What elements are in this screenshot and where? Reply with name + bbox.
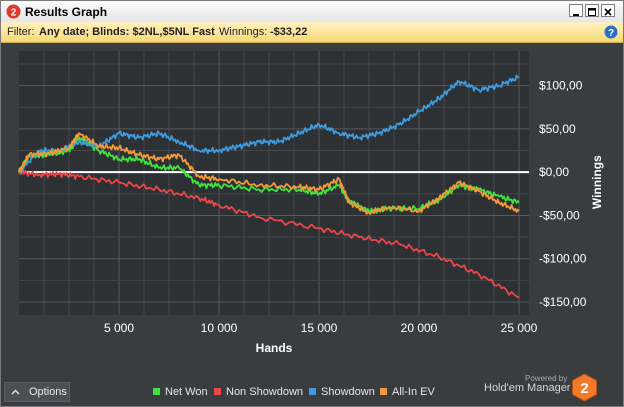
x-tick-label: 20 000 [401,321,438,335]
legend-label: All-In EV [392,386,435,398]
chevron-up-icon [11,389,20,395]
legend-swatch [309,388,316,395]
minimize-button[interactable] [569,4,583,17]
y-tick-label: -$50,00 [539,208,580,222]
y-tick-label: $50,00 [539,122,576,136]
legend-swatch [214,388,221,395]
y-tick-label: $0,00 [539,165,569,179]
filter-text: Any date; Blinds: $2NL,$5NL Fast [39,26,215,38]
x-tick-label: 25 000 [501,321,538,335]
legend-label: Non Showdown [226,386,304,398]
axis-ticks: 5 000 10 000 15 000 20 000 25 000 $100,00 $50,… [104,79,587,335]
series-line-all-in-ev [18,132,520,215]
legend-net-won[interactable]: Net Won [153,386,208,398]
x-axis-label: Hands [256,341,293,355]
y-tick-label: -$150,00 [539,295,587,309]
hem-2-logo-icon: 2 [572,373,597,402]
filter-prefix: Filter: [7,26,35,38]
app-icon-digit: 2 [11,8,17,19]
maximize-button[interactable] [585,4,599,17]
results-chart[interactable]: 5 000 10 000 15 000 20 000 25 000 $100,00 $50,… [1,43,623,378]
series-lines [18,74,520,299]
minimize-icon [573,14,579,16]
title-bar[interactable]: 2 Results Graph [1,1,623,23]
svg-text:?: ? [608,28,614,39]
y-tick-label: $100,00 [539,79,583,93]
legend-label: Net Won [165,386,208,398]
filter-bar: Filter: Any date; Blinds: $2NL,$5NL Fast… [1,22,623,43]
options-label: Options [29,386,67,398]
legend-swatch [380,388,387,395]
series-line-non-showdown [18,169,520,299]
maximize-icon [588,8,596,16]
winnings-value: -$33,22 [270,26,308,38]
powered-by-text: Powered by [525,374,568,383]
x-tick-label: 10 000 [201,321,238,335]
options-button[interactable]: Options [4,382,70,402]
legend-swatch [153,388,160,395]
series-line-net-won [18,135,520,214]
help-icon[interactable]: ? [604,25,618,39]
hem-2-logo-icon: 2 [6,4,21,19]
y-axis-label: Winnings [590,155,604,209]
legend-showdown[interactable]: Showdown [309,386,375,398]
legend-non-showdown[interactable]: Non Showdown [214,386,303,398]
x-tick-label: 5 000 [104,321,134,335]
close-icon [604,8,612,16]
legend-all-in-ev[interactable]: All-In EV [380,386,435,398]
footer-bar: Options Net Won Non Showdown Showdown Al… [1,373,623,406]
x-tick-label: 15 000 [301,321,338,335]
close-button[interactable] [601,4,615,17]
y-tick-label: -$100,00 [539,252,587,266]
winnings-label: Winnings: [219,26,268,38]
brand-name: Hold'em Manager [484,382,571,394]
window-title: Results Graph [25,5,108,19]
brand-logo-digit: 2 [580,380,588,397]
chart-area: 5 000 10 000 15 000 20 000 25 000 $100,00 $50,… [1,43,623,378]
legend-label: Showdown [321,386,375,398]
